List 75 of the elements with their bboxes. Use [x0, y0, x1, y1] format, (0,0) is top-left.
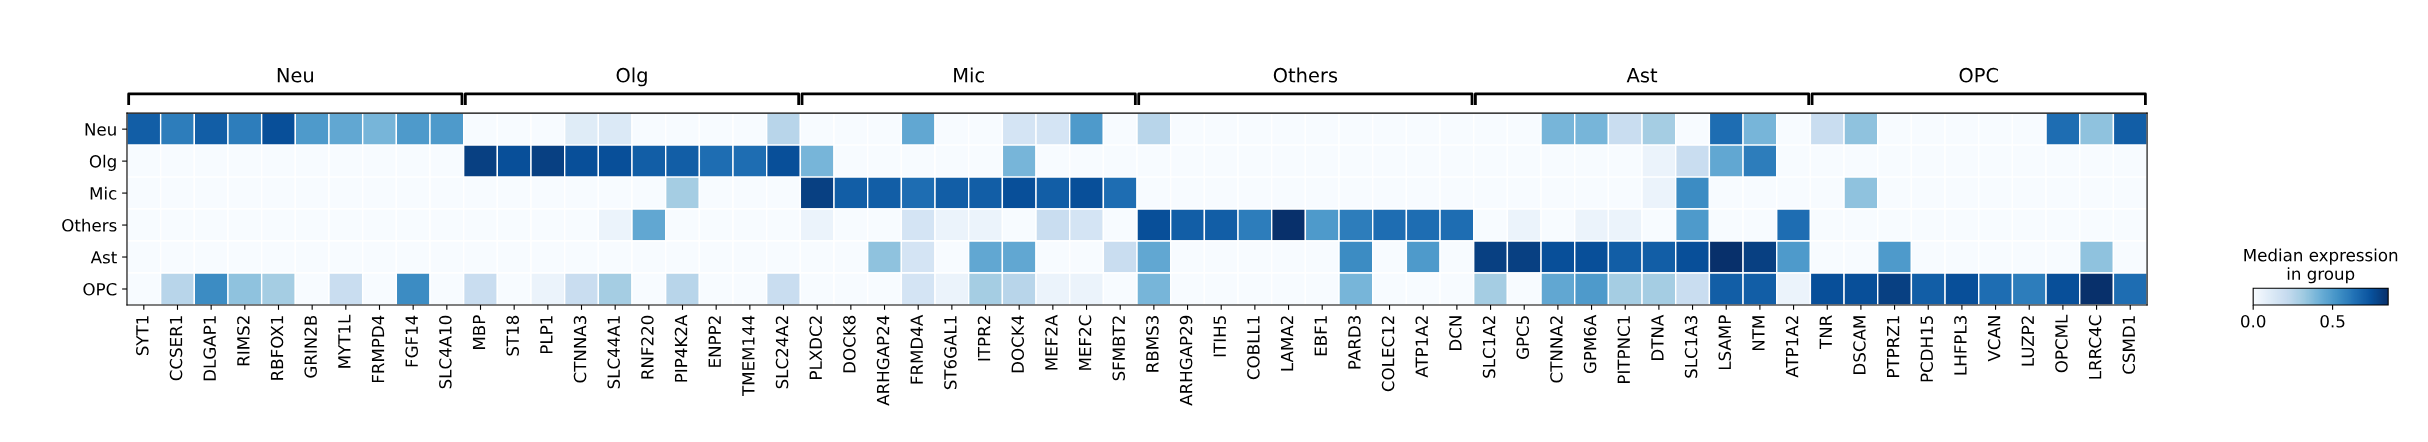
x-tick-label: ENPP2 [708, 316, 721, 367]
text: Olg [616, 67, 647, 87]
x-tick-label: SLC1A2 [1482, 316, 1496, 378]
x-tick-label: DSCAM [1853, 316, 1866, 374]
x-tick-label: GRIN2B [304, 315, 317, 378]
x-tick-label: CCSER1 [169, 316, 183, 381]
x-tick-label: LHFPL3 [1954, 316, 1967, 375]
x-tick-label: DLGAP1 [203, 316, 216, 381]
x-tick-label: LRRC4C [2088, 315, 2102, 379]
x-tick-label: SLC1A3 [1684, 316, 1698, 378]
x-tick-label: VCAN [1987, 316, 2001, 362]
x-tick-label: NTM [1752, 316, 1765, 351]
x-tick-label: COLEC12 [1381, 316, 1395, 392]
y-tick-label: Others [62, 218, 117, 232]
x-tick-label: ITIH5 [1213, 316, 1227, 357]
x-tick-label: FRMPD4 [371, 315, 385, 383]
x-tick-label: SLC44A1 [607, 316, 621, 389]
y-tick-label: Ast [90, 251, 117, 264]
x-tick-label: TMEM144 [742, 315, 755, 397]
color-bar-label: 0.0 [2241, 315, 2266, 328]
x-tick-label: DTNA [1651, 314, 1664, 360]
y-tick-label: Olg [89, 154, 116, 171]
x-tick-label: DCN [1449, 316, 1462, 351]
text: Others [1273, 67, 1338, 83]
x-tick-label: PARD3 [1348, 316, 1361, 369]
text: Ast [1626, 68, 1658, 83]
y-tick-label: OPC [83, 282, 117, 296]
x-tick-label: LUZP2 [2021, 316, 2035, 366]
x-tick-label: RBFOX1 [270, 316, 284, 380]
x-tick-label: PLXDC2 [809, 316, 823, 379]
x-tick-label: CTNNA2 [1550, 316, 1563, 383]
x-tick-label: SLC24A2 [775, 316, 789, 389]
x-tick-label: DOCK4 [1011, 315, 1025, 373]
x-tick-label: CTNNA3 [573, 316, 587, 383]
x-tick-label: TNR [1819, 315, 1832, 349]
x-tick-label: GPC5 [1516, 316, 1530, 359]
y-tick-label: Mic [90, 186, 117, 200]
x-tick-label: MYT1L [338, 314, 351, 368]
x-tick-label: DOCK8 [843, 315, 856, 373]
x-tick-label: ARHGAP29 [1179, 315, 1193, 406]
x-tick-label: SYT1 [136, 316, 149, 356]
x-tick-label: PCDH15 [1920, 316, 1934, 382]
x-tick-label: FGF14 [405, 315, 418, 367]
text: Neu [277, 68, 313, 83]
x-tick-label: ATP1A2 [1785, 316, 1799, 378]
x-tick-label: SLC4A10 [439, 315, 452, 389]
x-tick-label: LSAMP [1718, 315, 1732, 370]
text: OPC [1959, 67, 1998, 83]
x-tick-label: RBMS3 [1146, 316, 1159, 372]
x-tick-label: COBLL1 [1247, 316, 1260, 380]
x-tick-label: PIP4K2A [674, 314, 688, 382]
x-tick-label: ARHGAP24 [876, 315, 890, 406]
text: Mic [954, 67, 984, 83]
x-tick-label: RNF220 [641, 315, 654, 379]
x-tick-label: PITPNC1 [1617, 316, 1631, 383]
x-tick-label: ST18 [506, 315, 520, 356]
x-tick-label: EBF1 [1314, 316, 1327, 356]
x-tick-label: LAMA2 [1280, 316, 1294, 371]
x-tick-label: RIMS2 [237, 316, 250, 366]
x-tick-label: FRMD4A [910, 314, 923, 384]
x-tick-label: MEF2A [1045, 314, 1058, 370]
x-tick-label: OPCML [2055, 314, 2068, 373]
color-bar-label: 0.5 [2320, 315, 2345, 328]
x-tick-label: ATP1A2 [1415, 316, 1428, 378]
x-tick-label: CSMD1 [2122, 316, 2136, 374]
x-tick-label: PLP1 [540, 316, 553, 354]
y-tick-label: Neu [85, 123, 116, 136]
x-tick-label: MBP [472, 315, 486, 349]
color-bar-title: Median expression in group [2244, 248, 2398, 284]
x-tick-label: ITPR2 [977, 316, 991, 361]
x-tick-label: MEF2C [1078, 315, 1092, 370]
x-tick-label: ST6GAL1 [944, 316, 957, 390]
x-tick-label: PTPRZ1 [1887, 316, 1900, 377]
x-tick-label: SFMBT2 [1112, 316, 1126, 381]
x-tick-label: GPM6A [1583, 314, 1597, 374]
